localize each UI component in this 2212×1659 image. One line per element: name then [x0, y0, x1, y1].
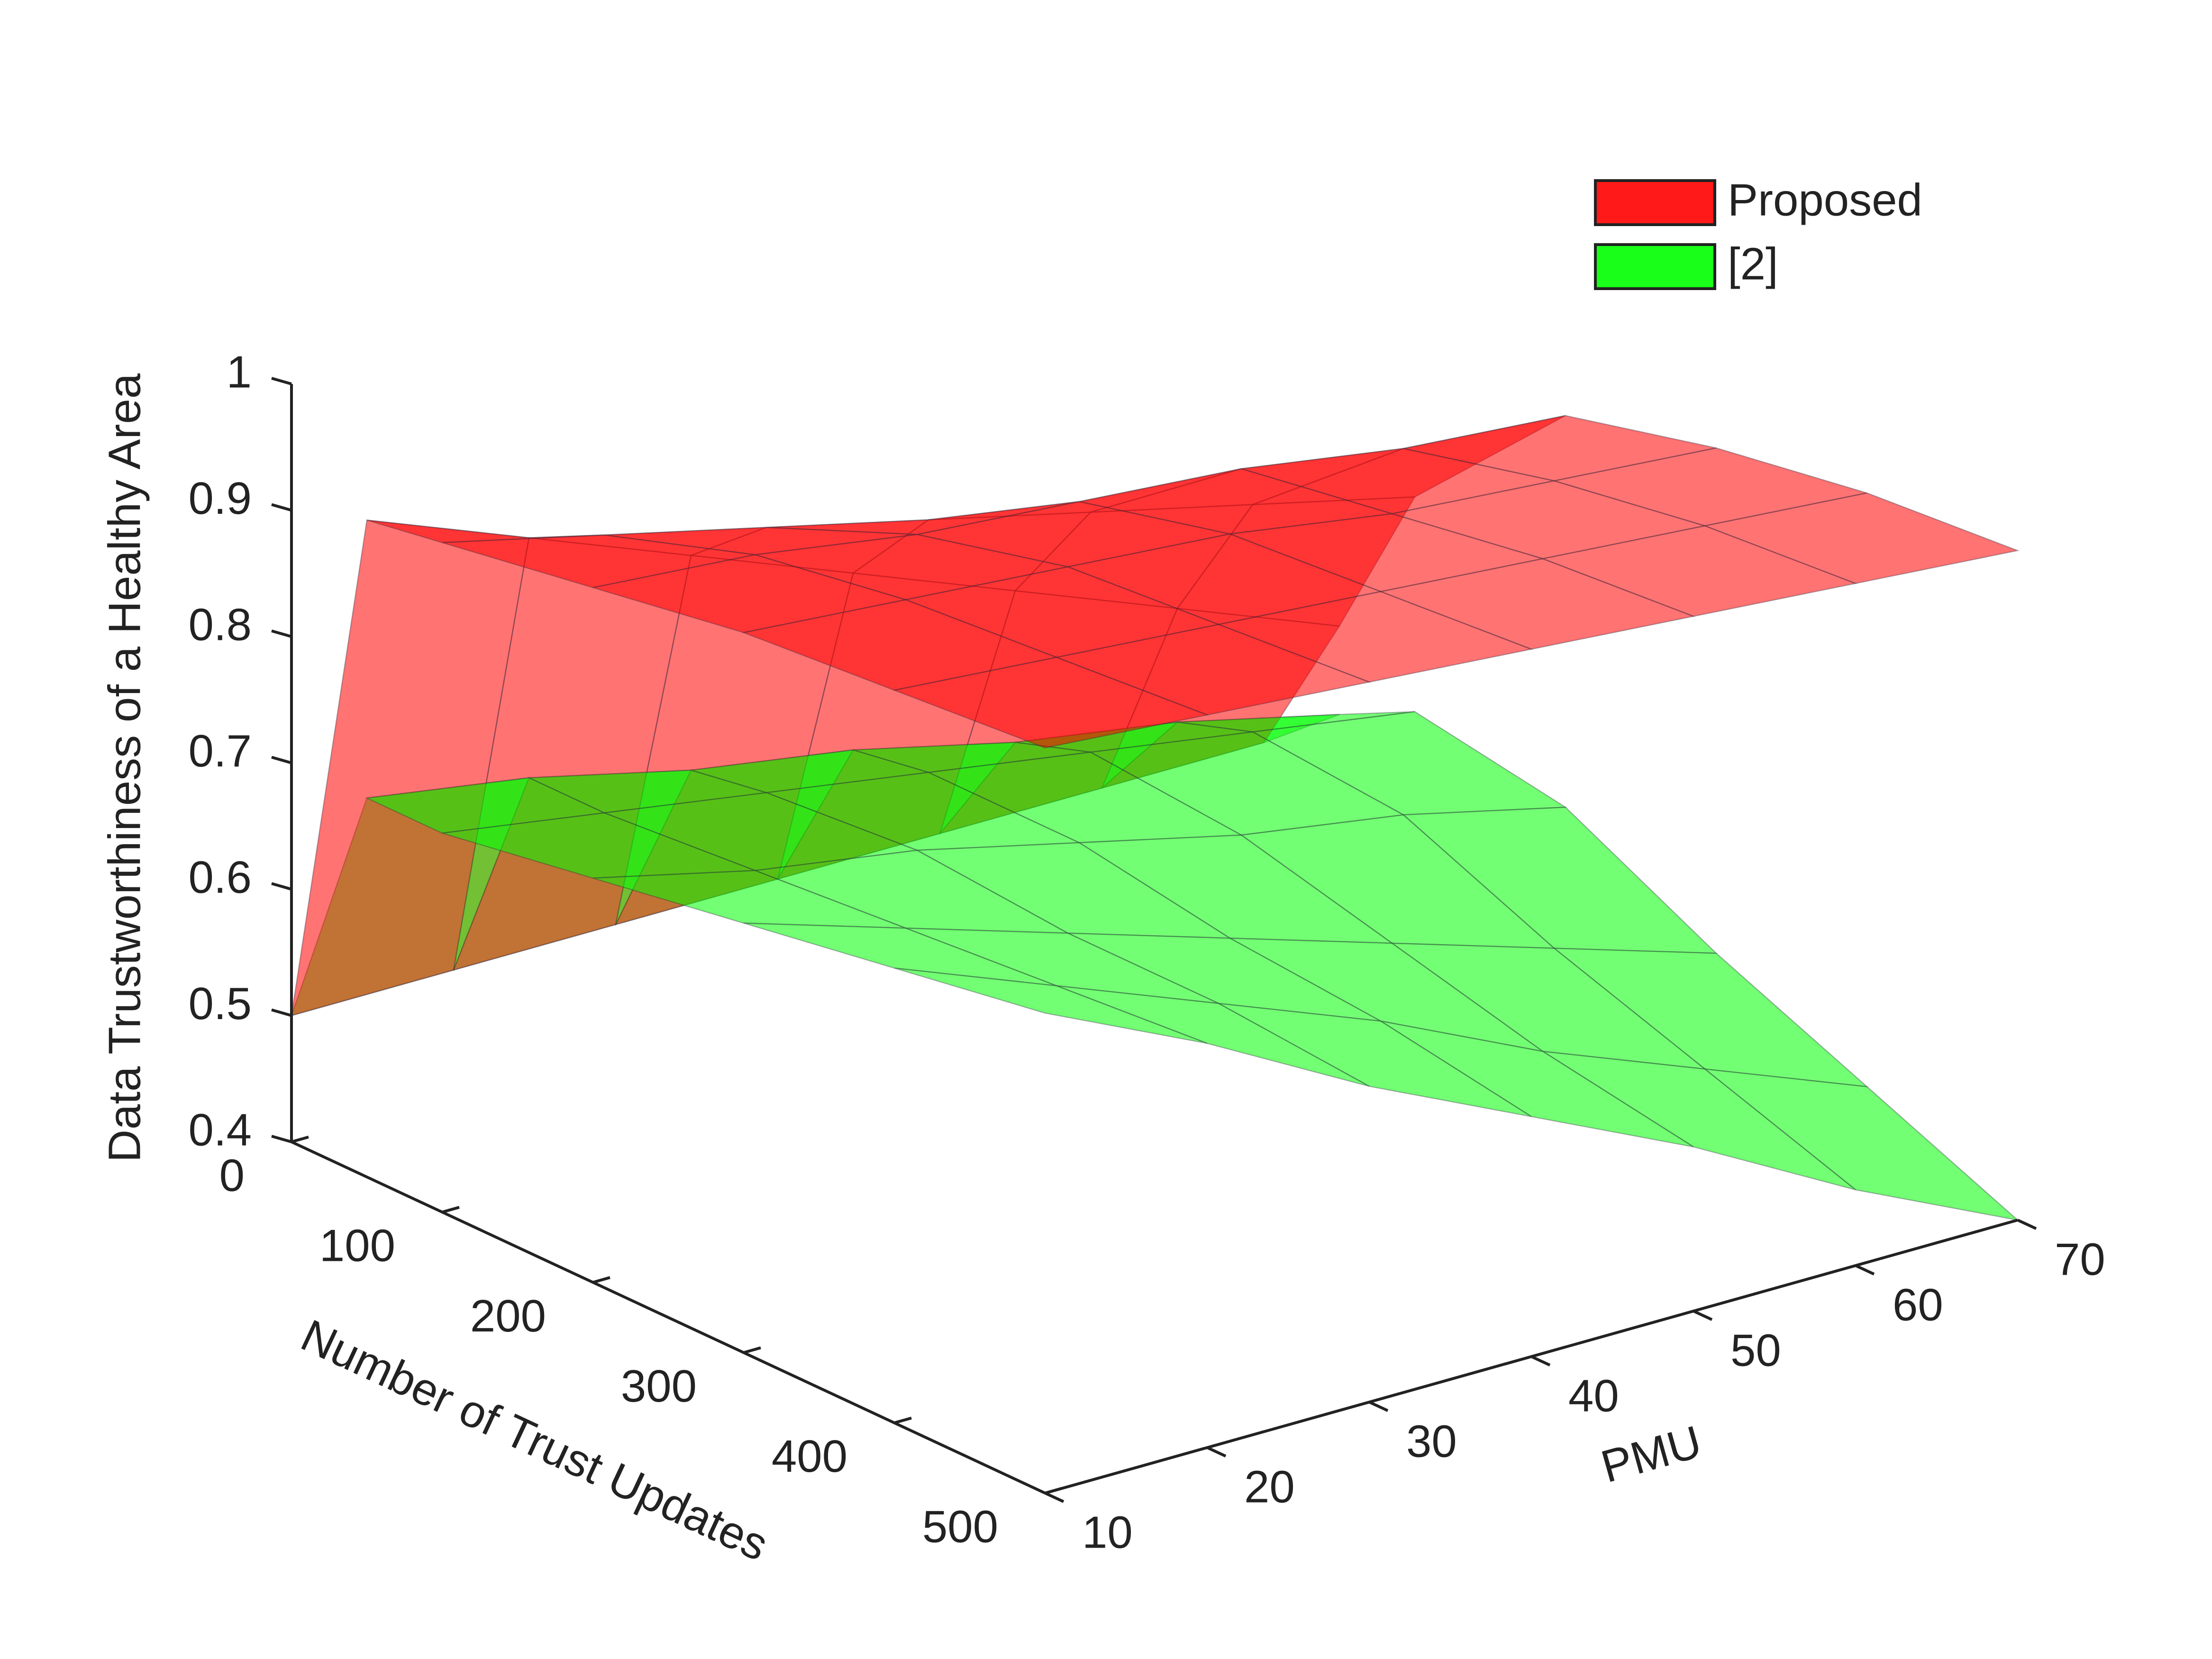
legend-label: Proposed: [1728, 174, 1922, 225]
z-tick-label: 1: [227, 346, 252, 397]
surface-face: [894, 967, 1208, 1044]
updates-tick: [1045, 1486, 1063, 1495]
pmu-tick: [1206, 1446, 1227, 1458]
pmu-tick-label: 60: [1893, 1279, 1943, 1330]
z-tick: [271, 377, 292, 385]
pmu-tick: [1530, 1355, 1551, 1367]
pmu-tick: [1044, 1492, 1065, 1503]
z-tick-label: 0.7: [189, 726, 252, 776]
updates-axis-title: Number of Trust Updates: [293, 1310, 775, 1570]
updates-tick-label: 500: [922, 1501, 998, 1552]
z-tick-label: 0.8: [189, 599, 252, 650]
legend: Proposed [2]: [1593, 174, 1922, 290]
z-tick: [271, 756, 292, 765]
z-tick: [271, 629, 292, 638]
updates-axis: [291, 1140, 1046, 1495]
z-tick-label: 0.5: [189, 978, 252, 1029]
surface-face: [892, 656, 1210, 748]
pmu-axis-title: PMU: [1596, 1416, 1707, 1493]
updates-tick: [894, 1416, 912, 1424]
pmu-tick-label: 50: [1730, 1325, 1781, 1376]
surface-face: [1216, 591, 1534, 683]
updates-tick-label: 100: [319, 1221, 395, 1271]
pmu-tick-label: 30: [1406, 1416, 1457, 1467]
legend-swatch: [1593, 243, 1716, 290]
pmu-tick-label: 40: [1568, 1370, 1619, 1421]
surfaces: [291, 415, 2020, 1221]
pmu-tick: [1693, 1310, 1713, 1321]
z-tick: [271, 1135, 292, 1143]
surface-face: [1056, 985, 1370, 1087]
surface-face: [1054, 624, 1372, 716]
pmu-tick: [2017, 1219, 2037, 1230]
pmu-tick: [1368, 1401, 1389, 1412]
z-tick-label: 0.4: [189, 1104, 252, 1155]
updates-tick: [291, 1135, 309, 1143]
legend-swatch: [1593, 179, 1716, 226]
updates-tick: [743, 1346, 761, 1354]
updates-tick-label: 200: [470, 1291, 546, 1341]
z-tick: [271, 882, 292, 891]
pmu-tick-label: 20: [1244, 1461, 1295, 1512]
updates-tick: [442, 1206, 460, 1214]
z-tick: [271, 1008, 292, 1017]
z-tick: [271, 503, 292, 512]
updates-tick-label: 300: [621, 1361, 697, 1412]
updates-tick: [592, 1276, 610, 1284]
updates-tick-label: 400: [772, 1431, 847, 1482]
pmu-tick-label: 10: [1082, 1507, 1133, 1558]
z-tick-label: 0.6: [189, 852, 252, 902]
z-tick-label: 0.9: [189, 473, 252, 524]
updates-tick-label: 0: [219, 1150, 245, 1201]
legend-label: [2]: [1728, 238, 1778, 289]
pmu-tick: [1855, 1264, 1875, 1276]
pmu-tick-label: 70: [2055, 1234, 2105, 1285]
surface-face: [1218, 1003, 1532, 1117]
z-axis-title: Data Trustworthiness of a Healthy Area: [99, 373, 150, 1162]
